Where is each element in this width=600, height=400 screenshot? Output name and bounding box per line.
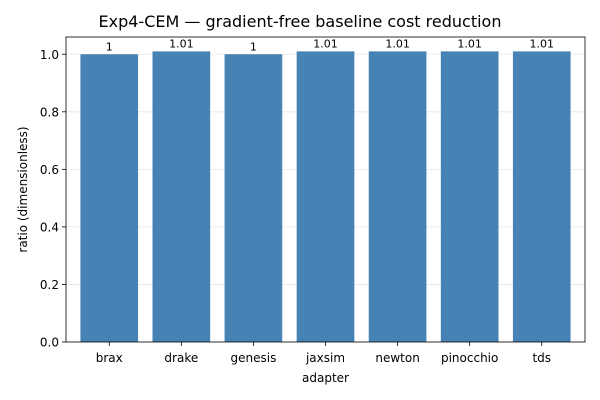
x-axis-title: adapter (302, 371, 349, 385)
data-label: 1 (106, 40, 113, 53)
bar-newton (368, 51, 427, 343)
bar-jaxsim (296, 51, 355, 343)
bar-genesis (224, 54, 283, 342)
y-tick-label: 0.2 (40, 278, 59, 292)
data-label: 1.01 (530, 37, 555, 50)
data-label: 1.01 (169, 37, 194, 50)
y-axis-title: ratio (dimensionless) (16, 126, 30, 252)
bar-pinocchio (440, 51, 499, 343)
x-tick-label: brax (96, 351, 123, 365)
data-label: 1.01 (313, 37, 338, 50)
bar-drake (152, 51, 211, 343)
data-label: 1.01 (385, 37, 410, 50)
data-label: 1 (250, 40, 257, 53)
x-tick-label: pinocchio (441, 351, 498, 365)
data-label: 1.01 (457, 37, 482, 50)
x-tick-label: newton (375, 351, 419, 365)
y-tick-label: 0.8 (40, 105, 59, 119)
bar-brax (80, 54, 139, 342)
x-tick-label: drake (164, 351, 198, 365)
y-tick-label: 0.6 (40, 163, 59, 177)
y-tick-label: 1.0 (40, 48, 59, 62)
labels-layer: 0.0 0.2 0.4 0.6 0.8 1.0 brax 1 drake 1.01 genesis 1… (16, 37, 554, 385)
axes-layer (62, 36, 586, 346)
bar-tds (512, 51, 571, 343)
x-tick-label: jaxsim (305, 351, 345, 365)
chart-title: Exp4-CEM — gradient-free baseline cost r… (98, 12, 502, 31)
x-tick-label: tds (532, 351, 551, 365)
plot-frame (65, 36, 586, 343)
bars-layer (80, 51, 571, 343)
y-tick-label: 0.0 (40, 336, 59, 350)
y-tick-label: 0.4 (40, 220, 59, 234)
x-tick-label: genesis (231, 351, 277, 365)
